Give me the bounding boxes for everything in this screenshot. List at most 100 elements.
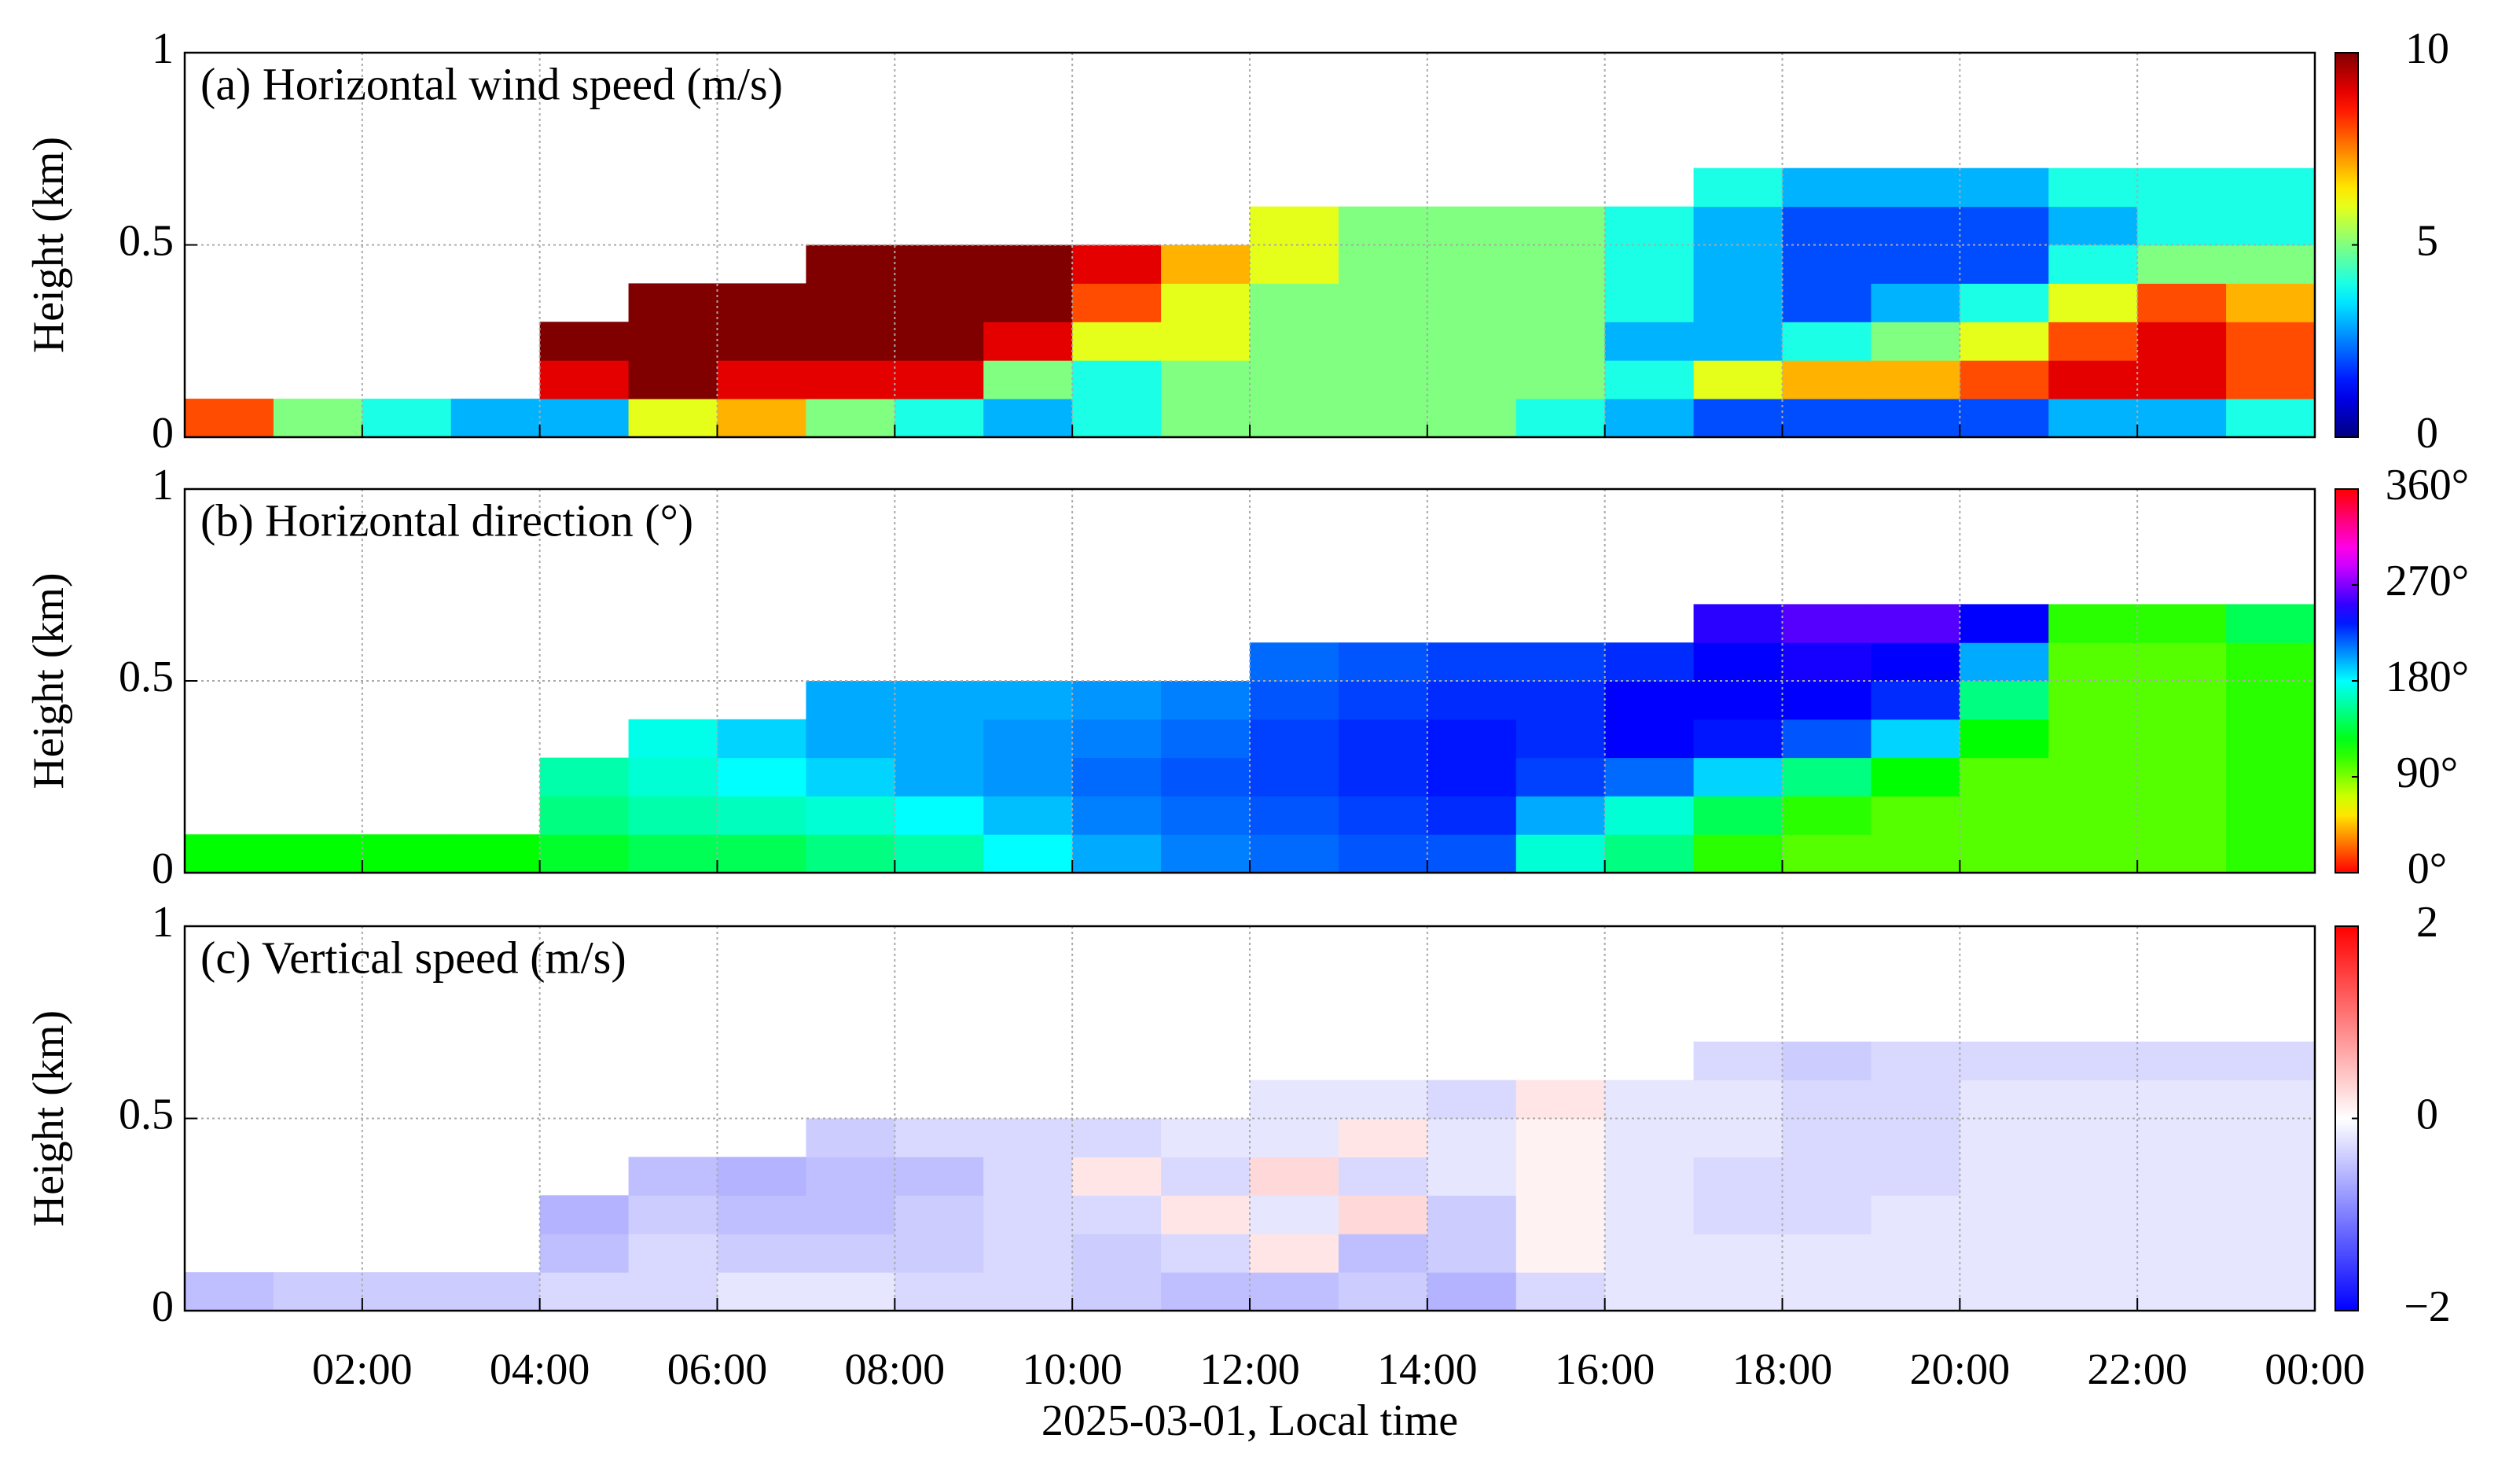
colorbar-tick-label: 360°	[2386, 461, 2469, 509]
heatmap-cell	[1604, 206, 1695, 245]
heatmap-cell	[1515, 322, 1606, 361]
heatmap-cell	[1161, 283, 1251, 322]
heatmap-cell	[1161, 399, 1251, 438]
heatmap-cell	[2048, 1157, 2138, 1196]
heatmap-cell	[1250, 681, 1339, 720]
heatmap-cell	[894, 1118, 984, 1157]
heatmap-cell	[1427, 322, 1517, 361]
heatmap-cell	[1693, 322, 1783, 361]
heatmap-cell	[2137, 1195, 2227, 1234]
heatmap-cell	[2048, 642, 2138, 682]
y-tick-label: 0	[152, 1282, 174, 1331]
heatmap-cell	[2048, 360, 2138, 399]
heatmap-cell	[1072, 834, 1162, 874]
heatmap-cell	[1871, 642, 1960, 682]
heatmap-cell	[2137, 206, 2227, 245]
heatmap-cell	[2048, 1041, 2138, 1081]
heatmap-cell	[894, 1272, 984, 1311]
heatmap-cell	[2226, 796, 2316, 835]
heatmap-cell	[1782, 1272, 1872, 1311]
heatmap-cell	[1161, 681, 1251, 720]
y-tick-label: 1	[152, 461, 174, 509]
colorbar-tick-label: 0	[2416, 1090, 2438, 1138]
heatmap-cell	[1515, 399, 1606, 438]
heatmap-cell	[1960, 1157, 2049, 1196]
heatmap-cell	[1427, 399, 1517, 438]
colorbar-tick-label: −2	[2404, 1282, 2451, 1331]
heatmap-cell	[1782, 1041, 1872, 1081]
heatmap-cell	[2048, 604, 2138, 643]
heatmap-cell	[2137, 399, 2227, 438]
heatmap-cell	[894, 834, 984, 874]
heatmap-cell	[1250, 360, 1339, 399]
heatmap-cell	[717, 1272, 806, 1311]
heatmap-cell	[806, 399, 895, 438]
heatmap-cell	[2226, 283, 2316, 322]
heatmap-cell	[2137, 283, 2227, 322]
heatmap-cell	[983, 1272, 1073, 1311]
heatmap-cell	[1693, 604, 1783, 643]
heatmap-cell	[1072, 1157, 1162, 1196]
y-tick-label: 0.5	[119, 216, 174, 265]
heatmap-cell	[2137, 245, 2227, 284]
heatmap-cell	[894, 399, 984, 438]
heatmap-cell	[185, 834, 274, 874]
heatmap-cell	[1782, 360, 1872, 399]
heatmap-cell	[1871, 604, 1960, 643]
heatmap-cell	[806, 283, 895, 322]
heatmap-cell	[2048, 1195, 2138, 1234]
heatmap-cell	[1338, 642, 1428, 682]
heatmap-cell	[450, 1272, 541, 1311]
heatmap-cell	[2226, 642, 2316, 682]
heatmap-cell	[2137, 1118, 2227, 1157]
heatmap-cell	[2137, 360, 2227, 399]
heatmap-cell	[1338, 757, 1428, 796]
heatmap-cell	[1427, 1080, 1517, 1119]
heatmap-cell	[1515, 1080, 1606, 1119]
heatmap-cell	[1960, 245, 2049, 284]
colorbar-tick-label: 10	[2405, 24, 2449, 73]
x-tick-label: 22:00	[2087, 1345, 2188, 1394]
heatmap-cell	[2137, 322, 2227, 361]
heatmap-cell	[1161, 245, 1251, 284]
heatmap-cell	[806, 322, 895, 361]
heatmap-cell	[2226, 1080, 2316, 1119]
heatmap-cell	[1250, 834, 1339, 874]
heatmap-cell	[1782, 1157, 1872, 1196]
heatmap-cell	[894, 757, 984, 796]
heatmap-cell	[362, 399, 452, 438]
heatmap-cell	[2137, 796, 2227, 835]
heatmap-cell	[1250, 757, 1339, 796]
heatmap-cell	[983, 283, 1073, 322]
heatmap-cell	[2137, 167, 2227, 208]
heatmap-cell	[717, 283, 806, 322]
heatmap-cell	[1782, 167, 1872, 208]
heatmap-cell	[1072, 1272, 1162, 1311]
heatmap-cell	[717, 1157, 806, 1196]
heatmap-cell	[806, 1195, 895, 1234]
heatmap-cell	[628, 834, 718, 874]
heatmap-cell	[1338, 1234, 1428, 1273]
colorbar-tick-label: 2	[2416, 898, 2438, 947]
heatmap-cell	[1161, 1234, 1251, 1273]
heatmap-cell	[983, 245, 1073, 284]
heatmap-cell	[806, 245, 895, 284]
heatmap-cell	[2137, 1234, 2227, 1273]
heatmap-cell	[1427, 1157, 1517, 1196]
heatmap-cell	[2226, 1041, 2316, 1081]
heatmap-cell	[628, 1234, 718, 1273]
y-tick-label: 0.5	[119, 653, 174, 701]
heatmap-cell	[1072, 757, 1162, 796]
heatmap-cell	[1782, 322, 1872, 361]
plot-frame	[183, 51, 2316, 439]
heatmap-cell	[1604, 681, 1695, 720]
heatmap-cell	[2048, 322, 2138, 361]
heatmap-cell	[1161, 1195, 1251, 1234]
heatmap-cell	[1693, 167, 1783, 208]
heatmap-cell	[1960, 1234, 2049, 1273]
heatmap-cell	[1427, 1195, 1517, 1234]
heatmap-cell	[628, 1272, 718, 1311]
heatmap-cell	[1693, 1272, 1783, 1311]
heatmap-cell	[1871, 399, 1960, 438]
heatmap-cell	[1960, 757, 2049, 796]
